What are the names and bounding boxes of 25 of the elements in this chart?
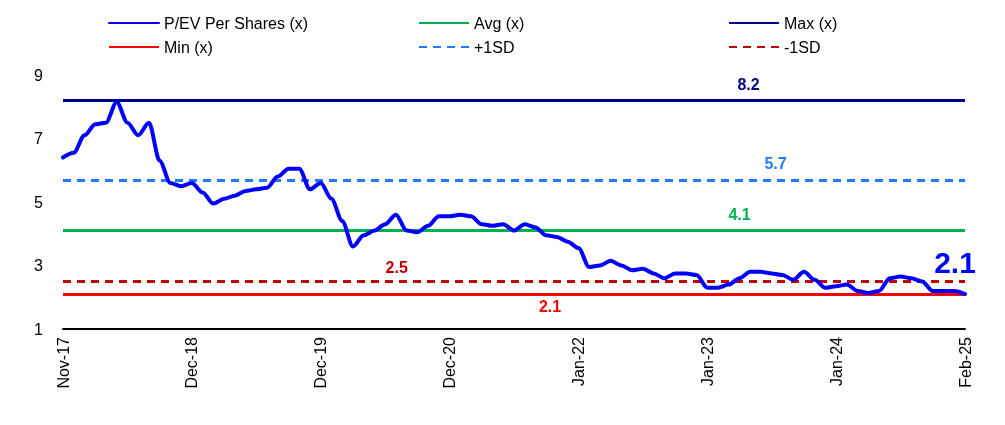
y-tick-label: 5 <box>34 193 44 211</box>
legend-label: +1SD <box>474 38 515 56</box>
annotation: 2.5 <box>385 258 408 276</box>
annotation: 2.1 <box>538 297 562 315</box>
legend-label: -1SD <box>784 38 821 56</box>
annotation: 4.1 <box>728 206 751 224</box>
x-tick-label: Jan-22 <box>569 336 587 386</box>
x-tick-label: Jan-23 <box>698 336 716 386</box>
y-tick-label: 9 <box>34 66 44 84</box>
x-tick-label: Jan-24 <box>827 336 845 386</box>
x-tick-label: Dec-18 <box>183 336 201 389</box>
annotation: 8.2 <box>737 75 760 93</box>
x-tick-label: Feb-25 <box>956 336 974 388</box>
x-tick-label: Nov-17 <box>54 336 72 389</box>
legend-label: Avg (x) <box>474 14 525 32</box>
legend-label: Max (x) <box>784 14 838 32</box>
annotation: 2.1 <box>934 245 976 279</box>
y-tick-label: 3 <box>34 257 44 274</box>
y-tick-label: 1 <box>34 320 44 338</box>
legend-label: P/EV Per Shares (x) <box>164 14 309 32</box>
legend-label: Min (x) <box>164 38 213 56</box>
annotation: 5.7 <box>764 155 787 173</box>
x-tick-label: Dec-20 <box>441 336 459 389</box>
y-tick-label: 7 <box>34 130 44 147</box>
x-tick-label: Dec-19 <box>312 336 330 389</box>
